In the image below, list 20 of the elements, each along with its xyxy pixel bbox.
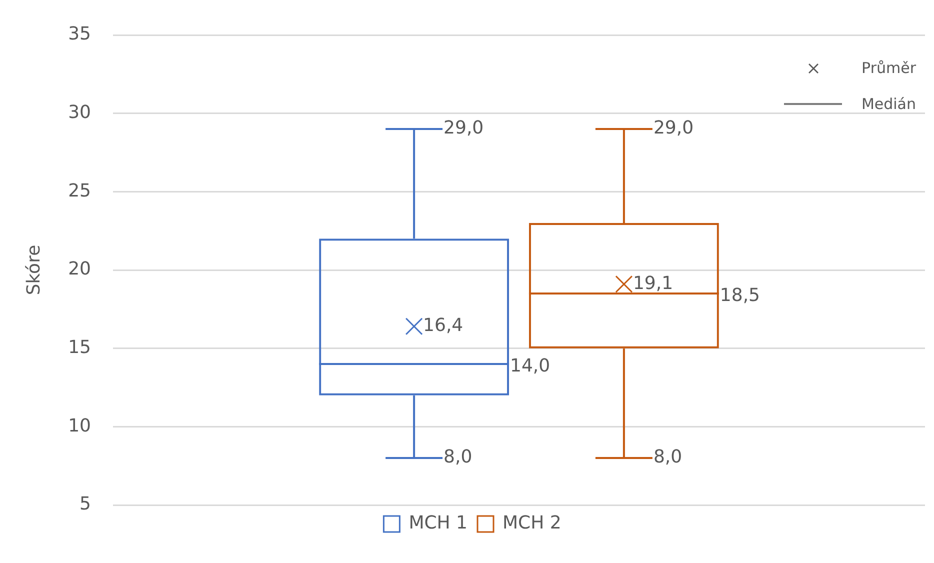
text: 14,0	[510, 356, 550, 377]
legend-label: MCH 2	[502, 512, 562, 534]
text: 29,0	[653, 118, 694, 139]
y-tick-label: 10	[68, 415, 91, 436]
y-tick-label: 35	[68, 24, 91, 45]
y-axis-title: Skóre	[23, 244, 44, 296]
annotation: Medián	[861, 95, 916, 113]
y-tick-label: 15	[68, 337, 91, 358]
text: 8,0	[444, 446, 472, 468]
y-tick-label: 30	[68, 102, 91, 124]
annotation: Průměr	[862, 59, 916, 77]
text: 18,5	[720, 285, 760, 306]
text: 16,4	[423, 315, 464, 336]
text: 29,0	[444, 118, 484, 139]
y-tick-label: 20	[68, 258, 91, 280]
text: 19,1	[632, 272, 674, 294]
legend-label: MCH 1	[408, 512, 468, 534]
y-tick-label: 25	[68, 180, 91, 202]
text: 8,0	[653, 446, 682, 468]
y-tick-label: 5	[80, 494, 91, 515]
